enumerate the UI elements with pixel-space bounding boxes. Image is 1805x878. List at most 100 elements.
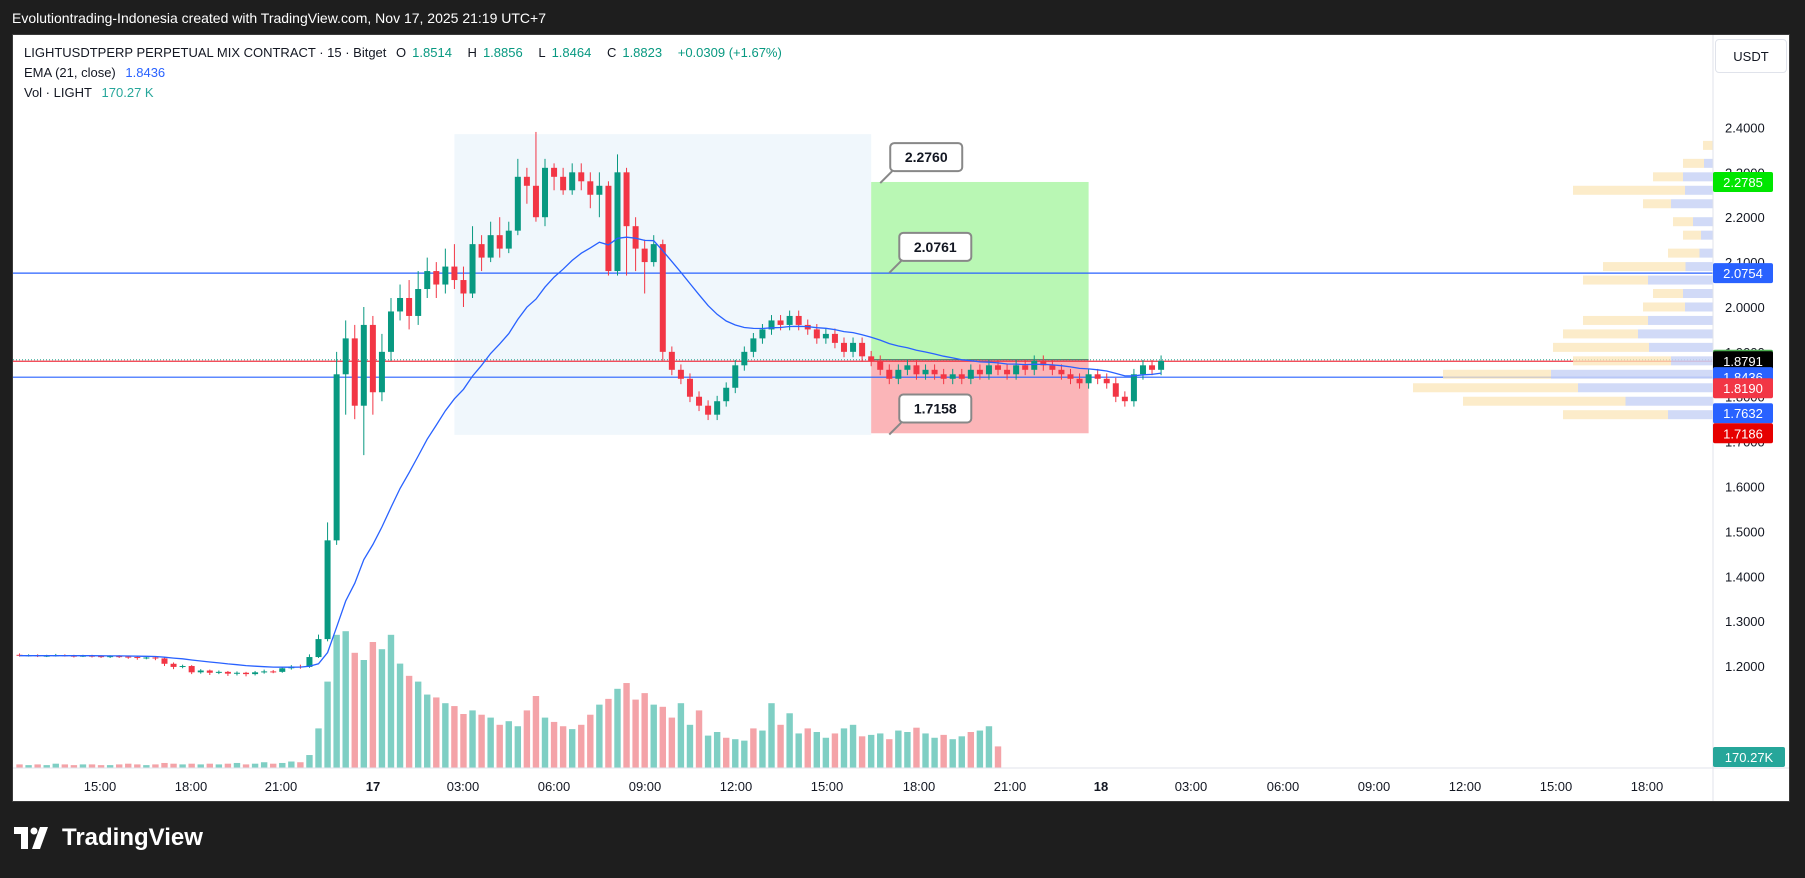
candle-body (569, 172, 576, 191)
candle-body (768, 320, 775, 330)
volume-label: Vol · LIGHT (24, 85, 92, 100)
time-axis-tick-label: 15:00 (1540, 779, 1573, 794)
candle-body (551, 167, 558, 177)
symbol-legend[interactable]: LIGHTUSDTPERP PERPETUAL MIX CONTRACT · 1… (24, 45, 788, 60)
ema-legend[interactable]: EMA (21, close) 1.8436 (24, 65, 171, 80)
candle-body (161, 658, 168, 664)
volume-bar (43, 765, 50, 768)
candle-body (886, 369, 893, 379)
candle-body (904, 365, 911, 370)
price-axis-tag: 1.7186 (1713, 423, 1773, 444)
volume-bar (940, 734, 947, 768)
volume-profile-row (1683, 289, 1713, 299)
volume-bar (822, 737, 830, 768)
candle-body (460, 280, 467, 294)
price-axis-tick-label: 1.5000 (1725, 524, 1765, 539)
volume-bar (858, 736, 866, 768)
price-axis-tick-label: 1.6000 (1725, 479, 1765, 494)
symbol-name[interactable]: LIGHTUSDTPERP PERPETUAL MIX CONTRACT · 1… (24, 45, 387, 60)
candle-body (98, 656, 105, 658)
price-callout: 2.0761 (888, 231, 973, 274)
candle-body (279, 668, 286, 672)
candle-body (424, 271, 431, 290)
volume-bar (523, 710, 531, 768)
candle-body (243, 672, 250, 675)
candle-body (940, 374, 947, 379)
candle-body (623, 172, 630, 227)
candle-body (333, 374, 340, 541)
candle-body (134, 657, 141, 659)
candle-body (1149, 365, 1156, 370)
candle-body (315, 639, 322, 658)
currency-button[interactable]: USDT (1715, 39, 1787, 73)
candlestick-chart[interactable]: 2.27602.07611.71582.40002.30002.20002.10… (13, 35, 1789, 801)
candle-body (1058, 369, 1065, 375)
candle-body (831, 333, 838, 343)
candle-body (324, 540, 331, 640)
volume-bar (134, 764, 141, 768)
callout-box (898, 231, 973, 262)
volume-profile-row (1463, 396, 1626, 406)
volume-profile-row (1671, 356, 1713, 366)
candle-body (188, 666, 195, 673)
volume-axis-tag-bg (1713, 747, 1785, 767)
volume-profile-row (1683, 230, 1701, 240)
candle-body (587, 181, 594, 195)
volume-profile-row (1685, 185, 1713, 195)
volume-bar (532, 696, 540, 768)
volume-bar (288, 761, 295, 768)
volume-profile-row (1653, 289, 1683, 299)
volume-bar (913, 727, 920, 768)
candle-body (433, 271, 440, 285)
volume-bar (242, 764, 250, 768)
candle-body (1121, 396, 1128, 402)
volume-bar (70, 765, 78, 768)
candle-body (1139, 365, 1146, 375)
price-axis-tag-label: 1.7186 (1723, 426, 1763, 441)
candle-body (641, 248, 648, 263)
ohlc-open: O 1.8514 (396, 45, 452, 60)
volume-bar (750, 728, 757, 768)
price-axis-tag: 1.8190 (1713, 378, 1773, 399)
chart-panel[interactable]: 2.27602.07611.71582.40002.30002.20002.10… (12, 34, 1790, 802)
volume-bar (460, 714, 467, 768)
volume-profile-row (1551, 369, 1713, 379)
volume-profile-row (1673, 217, 1693, 227)
candle-body (976, 369, 983, 375)
volume-profile-row (1649, 342, 1713, 352)
candle-body (840, 342, 847, 352)
price-axis-tick-label: 1.2000 (1725, 659, 1765, 674)
volume-bar (713, 732, 721, 768)
volume-bar (867, 734, 875, 768)
price-axis-tick-label: 1.3000 (1725, 614, 1765, 629)
price-axis-tag: 1.8791 (1713, 351, 1773, 372)
price-axis-tag: 2.0754 (1713, 263, 1773, 284)
time-axis-tick-label: 09:00 (1358, 779, 1391, 794)
candle-body (415, 289, 422, 316)
volume-bar (596, 704, 603, 768)
candle-body (560, 176, 567, 191)
tradingview-logo[interactable]: TradingView (14, 824, 203, 852)
price-axis-tick-label: 1.4000 (1725, 569, 1765, 584)
candle-body (859, 342, 866, 357)
ohlc-high: H 1.8856 (467, 45, 523, 60)
volume-profile-row (1693, 217, 1713, 227)
volume-legend[interactable]: Vol · LIGHT 170.27 K (24, 85, 160, 100)
volume-bar (541, 717, 549, 768)
candle-body (206, 670, 213, 673)
candle-body (922, 369, 929, 375)
volume-profile-row (1668, 410, 1713, 420)
candle-body (759, 329, 766, 339)
volume-bar (759, 730, 766, 768)
candle-body (1076, 378, 1083, 384)
candle-body (107, 656, 114, 658)
volume-bar (949, 739, 956, 768)
volume-bar (115, 764, 123, 768)
time-axis-tick-label: 03:00 (1175, 779, 1208, 794)
volume-bar (378, 649, 386, 768)
candle-body (895, 369, 902, 379)
candle-body (542, 167, 549, 218)
volume-bar (695, 710, 703, 768)
volume-bar (88, 764, 96, 768)
volume-bar (360, 660, 368, 768)
